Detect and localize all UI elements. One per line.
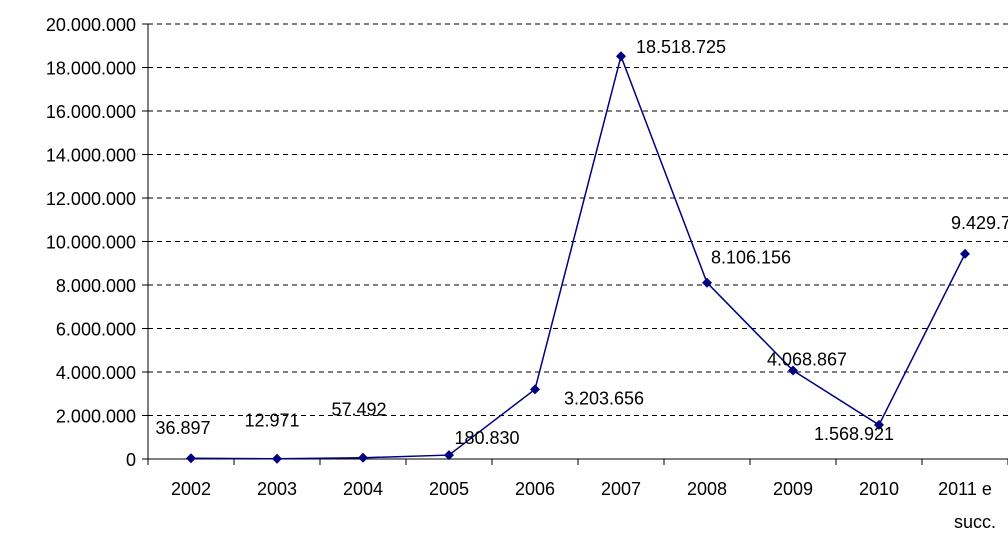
data-label: 180.830 <box>454 428 519 448</box>
x-tick-label-line: 2010 <box>859 479 899 499</box>
y-tick-label: 2.000.000 <box>56 407 136 427</box>
y-axis-tick-labels: 0 2.000.000 4.000.000 6.000.000 8.000.000 10.… <box>46 15 136 470</box>
y-tick-label: 10.000.000 <box>46 233 136 253</box>
data-point <box>186 453 196 464</box>
y-tick-label: 0 <box>126 450 136 470</box>
y-tick-label: 12.000.000 <box>46 189 136 209</box>
x-tick-label: 2005 <box>429 479 469 499</box>
series-line <box>190 53 966 460</box>
data-point <box>702 277 712 288</box>
data-labels: 36.897 12.971 57.492 180.830 3.203.656 18.518… <box>155 37 1008 448</box>
y-tick-label: 16.000.000 <box>46 102 136 122</box>
x-tick-label: 2009 <box>773 479 813 499</box>
data-label: 3.203.656 <box>564 388 644 408</box>
x-tick-label: 2011 e succ. <box>938 479 996 532</box>
x-tick-label-line: 2004 <box>343 479 383 499</box>
data-point <box>960 248 970 259</box>
x-tick-label: 2006 <box>515 479 555 499</box>
x-tick-label-line: 2011 e <box>938 479 992 499</box>
data-point <box>530 384 540 395</box>
x-tick-label-line: 2006 <box>515 479 555 499</box>
data-point <box>874 419 884 430</box>
series <box>186 51 970 464</box>
data-point <box>272 453 282 464</box>
data-point <box>788 365 798 376</box>
data-label: 4.068.867 <box>767 350 847 370</box>
x-tick-label-line: 2009 <box>773 479 813 499</box>
data-label: 36.897 <box>155 418 210 438</box>
y-tick-label: 6.000.000 <box>56 320 136 340</box>
x-tick-label: 2002 <box>171 479 211 499</box>
x-tick-label: 2004 <box>343 479 383 499</box>
data-label: 1.568.921 <box>814 424 894 444</box>
x-tick-label-line: 2005 <box>429 479 469 499</box>
data-point <box>358 452 368 463</box>
data-point <box>444 450 454 461</box>
x-tick-label: 2010 <box>859 479 899 499</box>
data-label: 8.106.156 <box>711 248 791 268</box>
y-tick-label: 18.000.000 <box>46 59 136 79</box>
x-tick-label: 2008 <box>687 479 727 499</box>
y-tick-label: 20.000.000 <box>46 15 136 35</box>
data-label: 9.429.787 <box>951 213 1008 233</box>
x-tick-label-line: 2003 <box>257 479 297 499</box>
y-tick-label: 4.000.000 <box>56 363 136 383</box>
x-tick-label-line: 2002 <box>171 479 211 499</box>
x-tick-label-line: 2008 <box>687 479 727 499</box>
data-point <box>616 51 626 62</box>
x-tick-label-line: 2007 <box>601 479 641 499</box>
y-tick-label: 8.000.000 <box>56 276 136 296</box>
data-label: 12.971 <box>244 411 299 431</box>
x-axis-tick-labels: 2002 2003 2004 2005 2006 2007 2008 2009 2010 2011… <box>171 479 996 532</box>
y-tick-label: 14.000.000 <box>46 146 136 166</box>
gridlines <box>148 23 1008 416</box>
data-label: 57.492 <box>331 400 386 420</box>
x-tick-label-line: succ. <box>954 512 996 532</box>
data-label: 18.518.725 <box>636 37 726 57</box>
x-tick-label: 2003 <box>257 479 297 499</box>
x-tick-label: 2007 <box>601 479 641 499</box>
